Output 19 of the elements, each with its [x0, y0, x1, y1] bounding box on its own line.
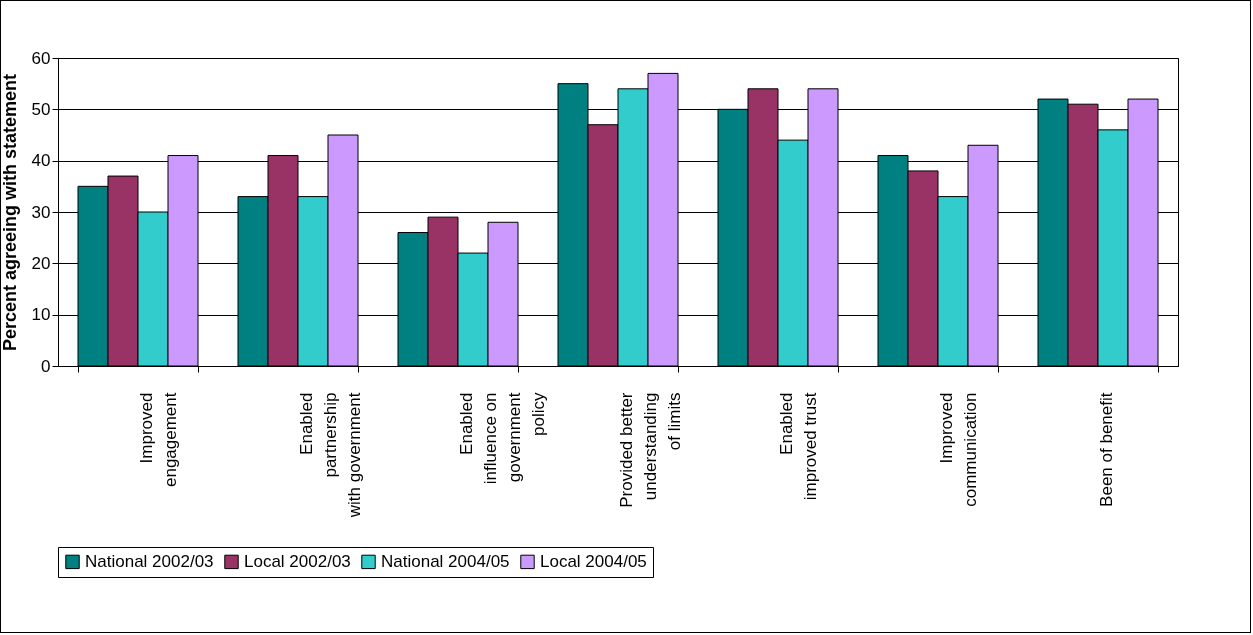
- y-tick-label: 40: [31, 151, 51, 171]
- x-tick-label: Provided better understanding of limits: [616, 392, 684, 508]
- x-tick-label: Improved communication: [936, 392, 980, 507]
- y-tick-label: 50: [31, 99, 51, 119]
- x-tick-label: Been of benefit: [1096, 392, 1116, 507]
- y-axis-title: Percent agreeing with statement: [0, 73, 20, 352]
- legend-label: National 2004/05: [381, 551, 510, 571]
- legend-label: Local 2002/03: [244, 551, 351, 571]
- x-tick-label: Enabled improved trust: [776, 392, 820, 501]
- y-tick-label: 0: [41, 356, 51, 376]
- x-tick-label: Enabled partnership with government: [296, 392, 364, 519]
- y-tick-label: 60: [31, 48, 51, 68]
- legend-label: National 2002/03: [85, 551, 214, 571]
- y-tick-label: 30: [31, 202, 51, 222]
- y-tick-label: 10: [31, 305, 51, 325]
- x-tick-label: Enabled influence on government policy: [456, 392, 548, 485]
- legend-label: Local 2004/05: [540, 551, 647, 571]
- x-tick-label: Improved engagement: [136, 392, 180, 488]
- y-tick-label: 20: [31, 253, 51, 273]
